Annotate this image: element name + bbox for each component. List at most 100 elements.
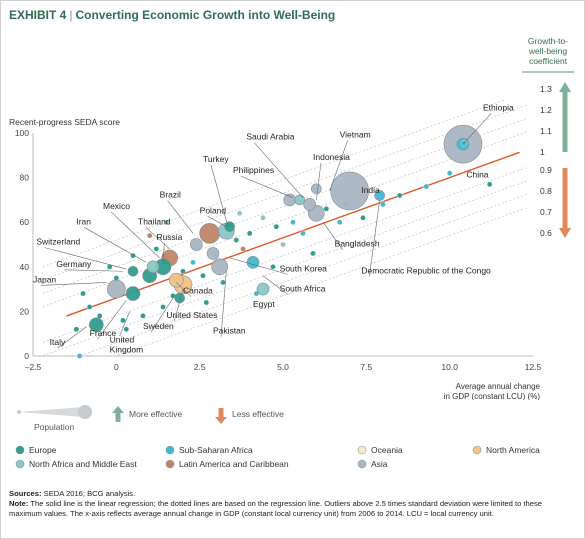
sources-line: Sources: SEDA 2016; BCG analysis. (9, 489, 575, 499)
legend-label-europe: Europe (29, 445, 57, 455)
country-point (380, 201, 386, 208)
sources-label: Sources: (9, 489, 42, 498)
leader-line-iran (84, 227, 147, 263)
x-axis-label-line2: in GDP (constant LCU) (%) (444, 392, 541, 400)
country-point (220, 279, 226, 286)
country-point (396, 192, 403, 199)
country-point (123, 326, 130, 333)
x-tick-label: 7.5 (360, 362, 372, 372)
leader-line-germany (64, 269, 124, 272)
x-tick-label: 5.0 (277, 362, 289, 372)
country-point (153, 246, 160, 252)
country-label-ethiopia: Ethiopia (483, 103, 514, 113)
country-label-italy: Italy (50, 337, 66, 347)
leader-line-south-africa (262, 275, 288, 295)
country-point (203, 299, 210, 306)
country-label-saudi-arabia: Saudi Arabia (246, 132, 294, 142)
country-point (280, 241, 286, 248)
country-point (233, 237, 240, 243)
legend-swatch-north-africa-middle-east (15, 459, 25, 469)
country-point (336, 219, 343, 225)
dotted-band-line (42, 100, 506, 267)
leader-line-united-kingdom (119, 311, 130, 337)
y-axis-label: Recent-progress SEDA score (9, 117, 120, 127)
country-point-thailand (190, 238, 203, 251)
leader-line-thailand (145, 227, 170, 250)
country-label-france: France (90, 328, 117, 338)
coefficient-up-arrow-icon (559, 82, 571, 152)
population-large-circle (78, 405, 92, 419)
leader-line-bangladesh (322, 222, 343, 250)
country-label-democratic-republic-of-the-congo: Democratic Republic of the Congo (361, 265, 491, 275)
leader-line-mexico (110, 211, 160, 259)
country-label-poland: Poland (200, 205, 227, 215)
country-point (140, 313, 146, 319)
leader-line-south-korea (229, 257, 288, 275)
down-arrow-icon (215, 408, 227, 424)
country-point (290, 219, 296, 225)
legend-label-sub-saharan-africa: Sub-Saharan Africa (179, 445, 253, 455)
country-point (270, 263, 276, 270)
country-point (360, 214, 366, 221)
coefficient-title-line: coefficient (529, 56, 568, 66)
leader-line-pakistan (220, 271, 227, 337)
country-point (246, 230, 253, 237)
country-point (180, 268, 186, 275)
country-label-pakistan: Pakistan (213, 326, 246, 336)
legend: Population More effective Less effective… (15, 405, 540, 469)
country-point-india (330, 171, 369, 211)
country-point (310, 250, 316, 257)
legend-label-north-africa-middle-east: North Africa and Middle East (29, 459, 137, 469)
country-point (106, 263, 113, 270)
country-point (86, 304, 93, 310)
y-tick-label: 20 (20, 306, 30, 316)
coefficient-tick-label: 1.1 (540, 126, 552, 136)
country-point (446, 170, 453, 176)
country-point (80, 290, 86, 297)
leader-line-switzerland (44, 247, 127, 270)
country-label-germany: Germany (56, 259, 92, 269)
y-tick-label: 60 (20, 217, 30, 227)
leader-line-democratic-republic-of-the-congo (369, 199, 380, 277)
leader-line-sweden (150, 297, 174, 333)
leader-line-turkey (210, 164, 229, 227)
country-point-canada (169, 272, 184, 288)
country-point-italy (89, 317, 104, 333)
population-size-legend: Population (17, 405, 92, 432)
leader-line-france (97, 300, 127, 340)
coefficient-tick-label: 0.6 (540, 228, 552, 238)
country-label-united-kingdom-part: Kingdom (110, 345, 144, 355)
country-label-sweden: Sweden (143, 321, 174, 331)
dotted-band-line (42, 131, 527, 308)
region-legend: Europe Sub-Saharan Africa Oceania North Ame… (15, 445, 540, 469)
legend-swatch-north-america (472, 445, 482, 455)
x-tick-label: –2.5 (25, 362, 42, 372)
legend-label-north-america: North America (486, 445, 540, 455)
legend-label-latin-america-caribbean: Latin America and Caribbean (179, 459, 289, 469)
country-point (200, 272, 206, 279)
y-tick-label: 80 (20, 173, 30, 183)
country-point (76, 353, 83, 359)
dotted-band-line (42, 104, 527, 281)
country-point-pakistan (211, 258, 228, 276)
country-point-sweden (174, 292, 185, 304)
country-label-bangladesh: Bangladesh (335, 239, 380, 249)
country-point (323, 206, 330, 212)
legend-label-oceania: Oceania (371, 445, 403, 455)
coefficient-down-arrow-icon (559, 168, 571, 238)
legend-swatch-asia (357, 459, 367, 469)
country-point-indonesia (303, 198, 316, 211)
country-point (73, 326, 80, 333)
leader-line-russia (162, 243, 165, 263)
country-point (486, 181, 493, 188)
country-point (113, 275, 120, 281)
country-point-switzerland (127, 265, 139, 277)
up-arrow-icon (112, 406, 124, 422)
more-effective-indicator: More effective (112, 406, 183, 422)
country-point-brazil (199, 223, 220, 244)
legend-swatch-latin-america-caribbean (165, 459, 175, 469)
country-label-turkey: Turkey (203, 154, 229, 164)
country-label-japan: Japan (33, 274, 56, 284)
country-label-switzerland: Switzerland (36, 237, 80, 247)
country-point-japan (107, 279, 126, 299)
